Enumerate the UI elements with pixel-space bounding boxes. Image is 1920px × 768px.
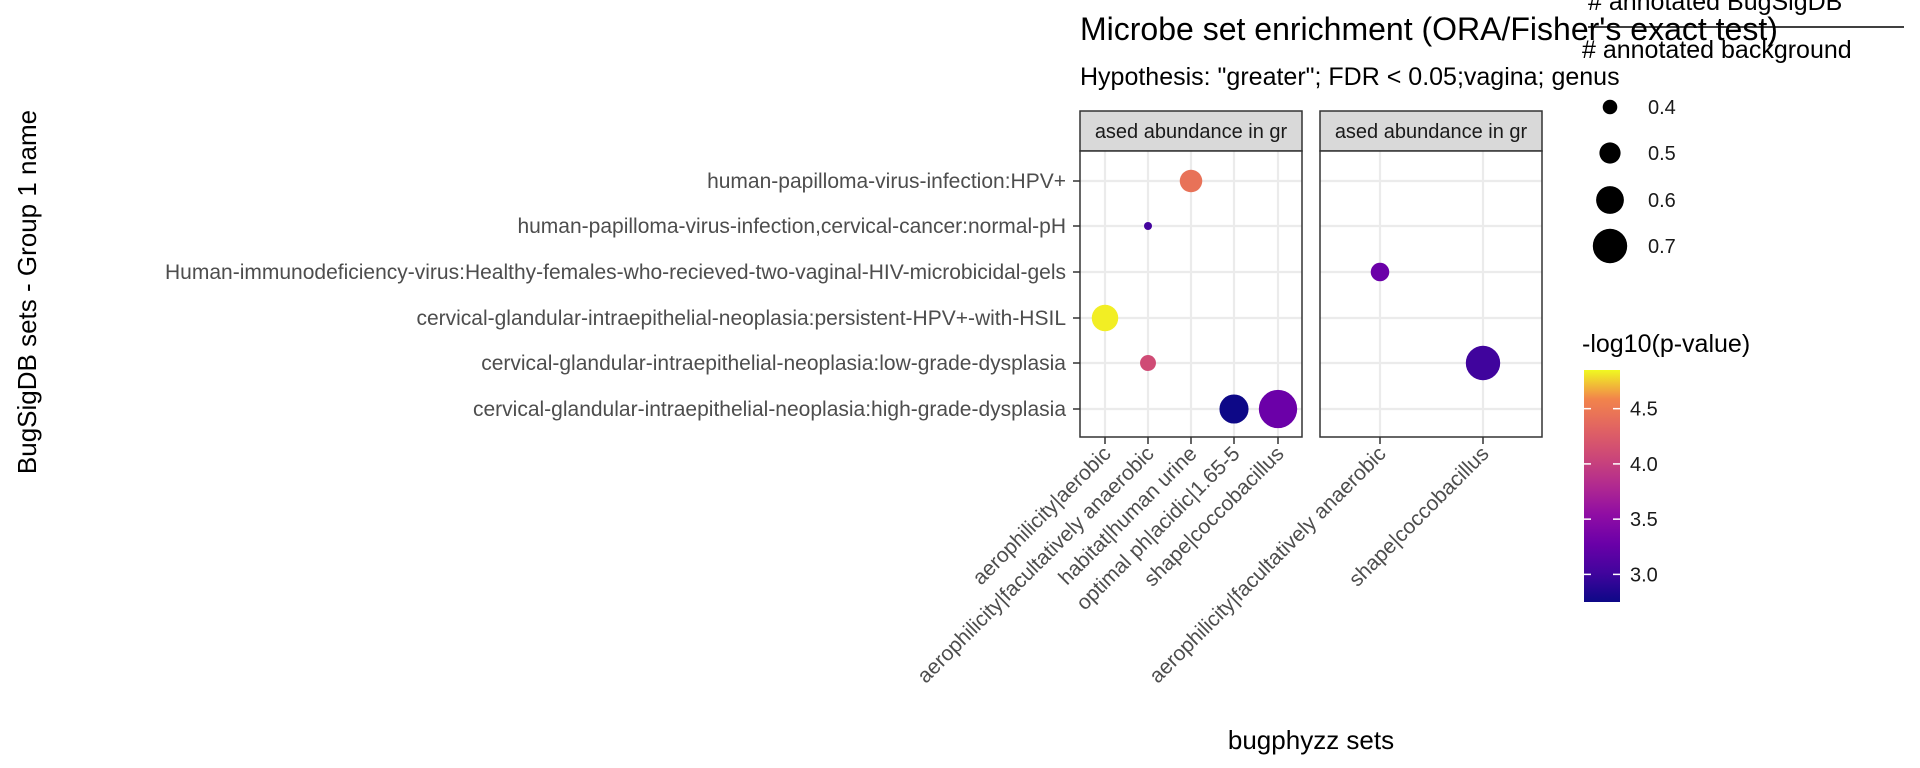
y-tick-label: cervical-glandular-intraepithelial-neopl… [481, 352, 1066, 375]
size-legend-title-numerator: # annotated BugSigDB [1588, 0, 1842, 16]
y-tick-label: human-papilloma-virus-infection,cervical… [517, 215, 1066, 238]
panel-border [1319, 150, 1543, 438]
y-tick-label: cervical-glandular-intraepithelial-neopl… [473, 398, 1066, 421]
facet-strip-label: ased abundance in gr [1095, 121, 1288, 143]
y-tick-label: cervical-glandular-intraepithelial-neopl… [416, 307, 1066, 330]
size-legend-label: 0.5 [1648, 143, 1676, 165]
facet-strip [1079, 110, 1303, 152]
size-legend-title-denominator: # annotated background [1582, 36, 1852, 64]
size-legend-label: 0.7 [1648, 236, 1676, 258]
size-legend-key [1592, 228, 1628, 264]
data-point [1465, 345, 1501, 381]
color-legend-title: -log10(p-value) [1582, 330, 1750, 358]
chart-subtitle: Hypothesis: "greater"; FDR < 0.05;vagina… [1080, 63, 1620, 91]
data-point [1140, 355, 1156, 371]
facet-strip-label: ased abundance in gr [1335, 121, 1528, 143]
color-legend-label: 4.5 [1630, 399, 1658, 421]
facet-strip [1319, 110, 1543, 152]
size-legend-key [1602, 99, 1618, 115]
data-point [1370, 262, 1390, 282]
size-legend: # annotated BugSigDB # annotated backgrou… [1582, 0, 1904, 264]
chart-title: Microbe set enrichment (ORA/Fisher's exa… [1080, 11, 1778, 47]
color-legend-label: 3.0 [1630, 564, 1658, 586]
color-legend: -log10(p-value) 3.0 3.5 4.0 4.5 [1582, 330, 1750, 602]
color-legend-label: 4.0 [1630, 454, 1658, 476]
y-axis-title: BugSigDB sets - Group 1 name [12, 110, 42, 474]
size-legend-key [1596, 186, 1624, 214]
color-bar [1584, 370, 1620, 602]
panel-background [1320, 151, 1542, 437]
data-point [1144, 222, 1152, 230]
x-axis-title: bugphyzz sets [1228, 725, 1394, 755]
y-tick-label: Human-immunodeficiency-virus:Healthy-fem… [165, 261, 1066, 284]
y-tick-label: human-papilloma-virus-infection:HPV+ [707, 170, 1066, 193]
data-point [1258, 389, 1298, 429]
data-point [1091, 304, 1119, 332]
size-legend-label: 0.6 [1648, 190, 1676, 212]
data-point [1179, 169, 1203, 193]
data-point [1219, 394, 1249, 424]
color-legend-label: 3.5 [1630, 509, 1658, 531]
size-legend-key [1599, 142, 1621, 164]
size-legend-label: 0.4 [1648, 97, 1676, 119]
